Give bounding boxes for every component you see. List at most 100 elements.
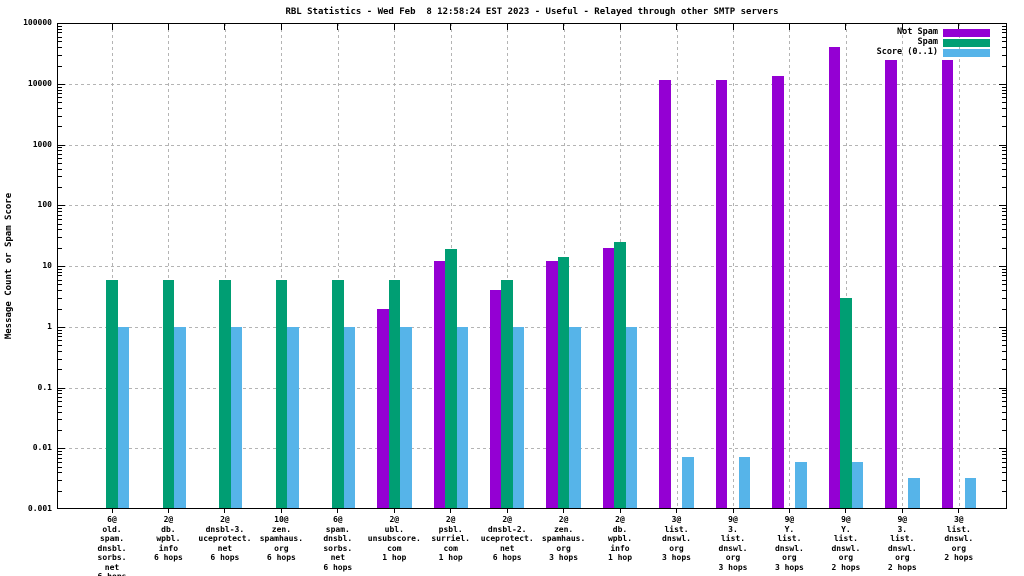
bar-not_spam xyxy=(715,80,728,508)
y-minor-tick xyxy=(1002,466,1006,468)
y-minor-tick xyxy=(1002,279,1006,281)
y-tick-label: 1000 xyxy=(32,139,52,149)
x-tick-label: 2@ db. wpbl. info 1 hop xyxy=(608,515,632,563)
y-minor-tick xyxy=(58,168,62,170)
x-top-tick xyxy=(845,24,847,30)
x-bottom-tick xyxy=(393,509,395,513)
y-minor-tick xyxy=(58,451,62,452)
x-tick-label-line: Y. xyxy=(841,524,851,534)
x-tick-label-line: spam. xyxy=(325,524,350,534)
x-top-tick xyxy=(563,24,565,30)
x-tick-label-line: 1 hop xyxy=(382,553,407,562)
bar-score xyxy=(117,326,130,509)
x-bottom-tick xyxy=(788,509,790,513)
x-tick-label: 9@ Y. list. dnswl. org 2 hops xyxy=(831,515,860,572)
x-tick-label-line: list. xyxy=(890,534,915,543)
x-tick-label-line: psbl. xyxy=(438,524,463,534)
x-top-tick xyxy=(280,24,282,30)
x-tick-label: 10@ zen. spamhaus. org 6 hops xyxy=(260,515,303,563)
v-gridline xyxy=(168,23,170,509)
y-minor-tick xyxy=(58,358,62,360)
y-minor-tick xyxy=(1002,290,1006,292)
y-minor-tick xyxy=(1002,457,1006,459)
x-bottom-tick xyxy=(280,509,282,513)
y-minor-tick xyxy=(1002,336,1006,338)
y-tick-label: 10 xyxy=(42,261,52,270)
x-top-tick xyxy=(958,24,960,30)
y-minor-tick xyxy=(58,279,62,281)
bar-score xyxy=(174,326,186,509)
x-bottom-tick xyxy=(901,509,903,513)
h-gridline xyxy=(57,266,1007,267)
bar-spam xyxy=(275,279,288,508)
bar-spam xyxy=(106,279,118,508)
bar-not_spam xyxy=(546,261,558,508)
x-tick-label-line: 2@ xyxy=(558,515,569,524)
y-minor-tick xyxy=(58,396,62,398)
y-minor-tick xyxy=(58,89,62,91)
y-major-tick xyxy=(58,266,65,267)
x-bottom-tick xyxy=(224,509,226,513)
x-tick-label-line: 3. xyxy=(897,524,908,534)
y-minor-tick xyxy=(58,229,62,231)
legend-label: Spam xyxy=(917,37,938,47)
x-tick-label-line: net xyxy=(104,562,120,572)
x-tick-label-line: zen. xyxy=(271,524,292,534)
y-minor-tick xyxy=(58,271,62,273)
y-minor-tick xyxy=(58,336,62,338)
x-top-tick xyxy=(788,24,790,30)
y-major-tick xyxy=(999,448,1006,450)
x-tick-label-line: 9@ xyxy=(897,515,908,524)
x-tick-label-line: 3@ xyxy=(953,515,964,524)
x-tick-label: 2@ db. wpbl. info 6 hops xyxy=(154,515,183,563)
x-tick-label-line: dnsbl. xyxy=(323,534,353,543)
y-tick-label: 0.1 xyxy=(37,382,52,392)
x-tick-label-line: dnswl. xyxy=(944,534,974,543)
x-tick-label-line: com xyxy=(387,543,402,553)
x-tick-label-line: 3. xyxy=(728,524,738,534)
y-minor-tick xyxy=(58,345,62,346)
y-minor-tick xyxy=(1002,107,1006,109)
x-tick-label-line: 3 hops xyxy=(718,562,748,572)
x-top-tick xyxy=(393,24,395,30)
x-tick-label-line: 2@ xyxy=(445,515,456,524)
x-tick-label-line: 6@ xyxy=(107,515,117,524)
y-minor-tick xyxy=(58,147,62,149)
y-minor-tick xyxy=(58,97,62,99)
bar-spam xyxy=(162,279,175,508)
y-minor-tick xyxy=(1002,472,1006,474)
bar-score xyxy=(569,326,581,509)
y-minor-tick xyxy=(1002,25,1006,27)
y-minor-tick xyxy=(58,329,62,331)
y-minor-tick xyxy=(58,65,62,67)
x-tick-label-line: org xyxy=(782,553,797,562)
bar-spam xyxy=(445,249,457,508)
y-minor-tick xyxy=(58,393,62,395)
y-minor-tick xyxy=(58,102,62,103)
y-major-tick xyxy=(58,387,65,389)
y-minor-tick xyxy=(1002,419,1006,421)
x-tick-label-line: org xyxy=(725,553,741,562)
y-minor-tick xyxy=(1002,271,1006,273)
bar-spam xyxy=(332,279,344,508)
x-tick-label-line: dnswl. xyxy=(662,534,691,543)
y-major-tick xyxy=(999,266,1006,267)
x-tick-label-line: org xyxy=(274,543,289,553)
y-minor-tick xyxy=(1002,86,1006,88)
y-minor-tick xyxy=(1002,345,1006,346)
x-tick-label: 9@ Y. list. dnswl. org 3 hops xyxy=(775,515,804,572)
x-tick-label-line: uceprotect. xyxy=(198,534,252,543)
x-tick-label: 2@ dnsbl-3. uceprotect. net 6 hops xyxy=(198,515,251,563)
x-top-tick xyxy=(337,24,339,30)
bar-score xyxy=(795,461,807,508)
x-tick-label-line: dnsbl-2. xyxy=(487,524,527,534)
y-minor-tick xyxy=(58,454,62,456)
x-top-tick xyxy=(901,24,903,30)
x-tick-label-line: list. xyxy=(720,534,746,543)
x-top-tick xyxy=(167,24,169,30)
y-minor-tick xyxy=(1002,308,1006,310)
y-minor-tick xyxy=(1002,187,1006,188)
y-minor-tick xyxy=(58,47,62,49)
